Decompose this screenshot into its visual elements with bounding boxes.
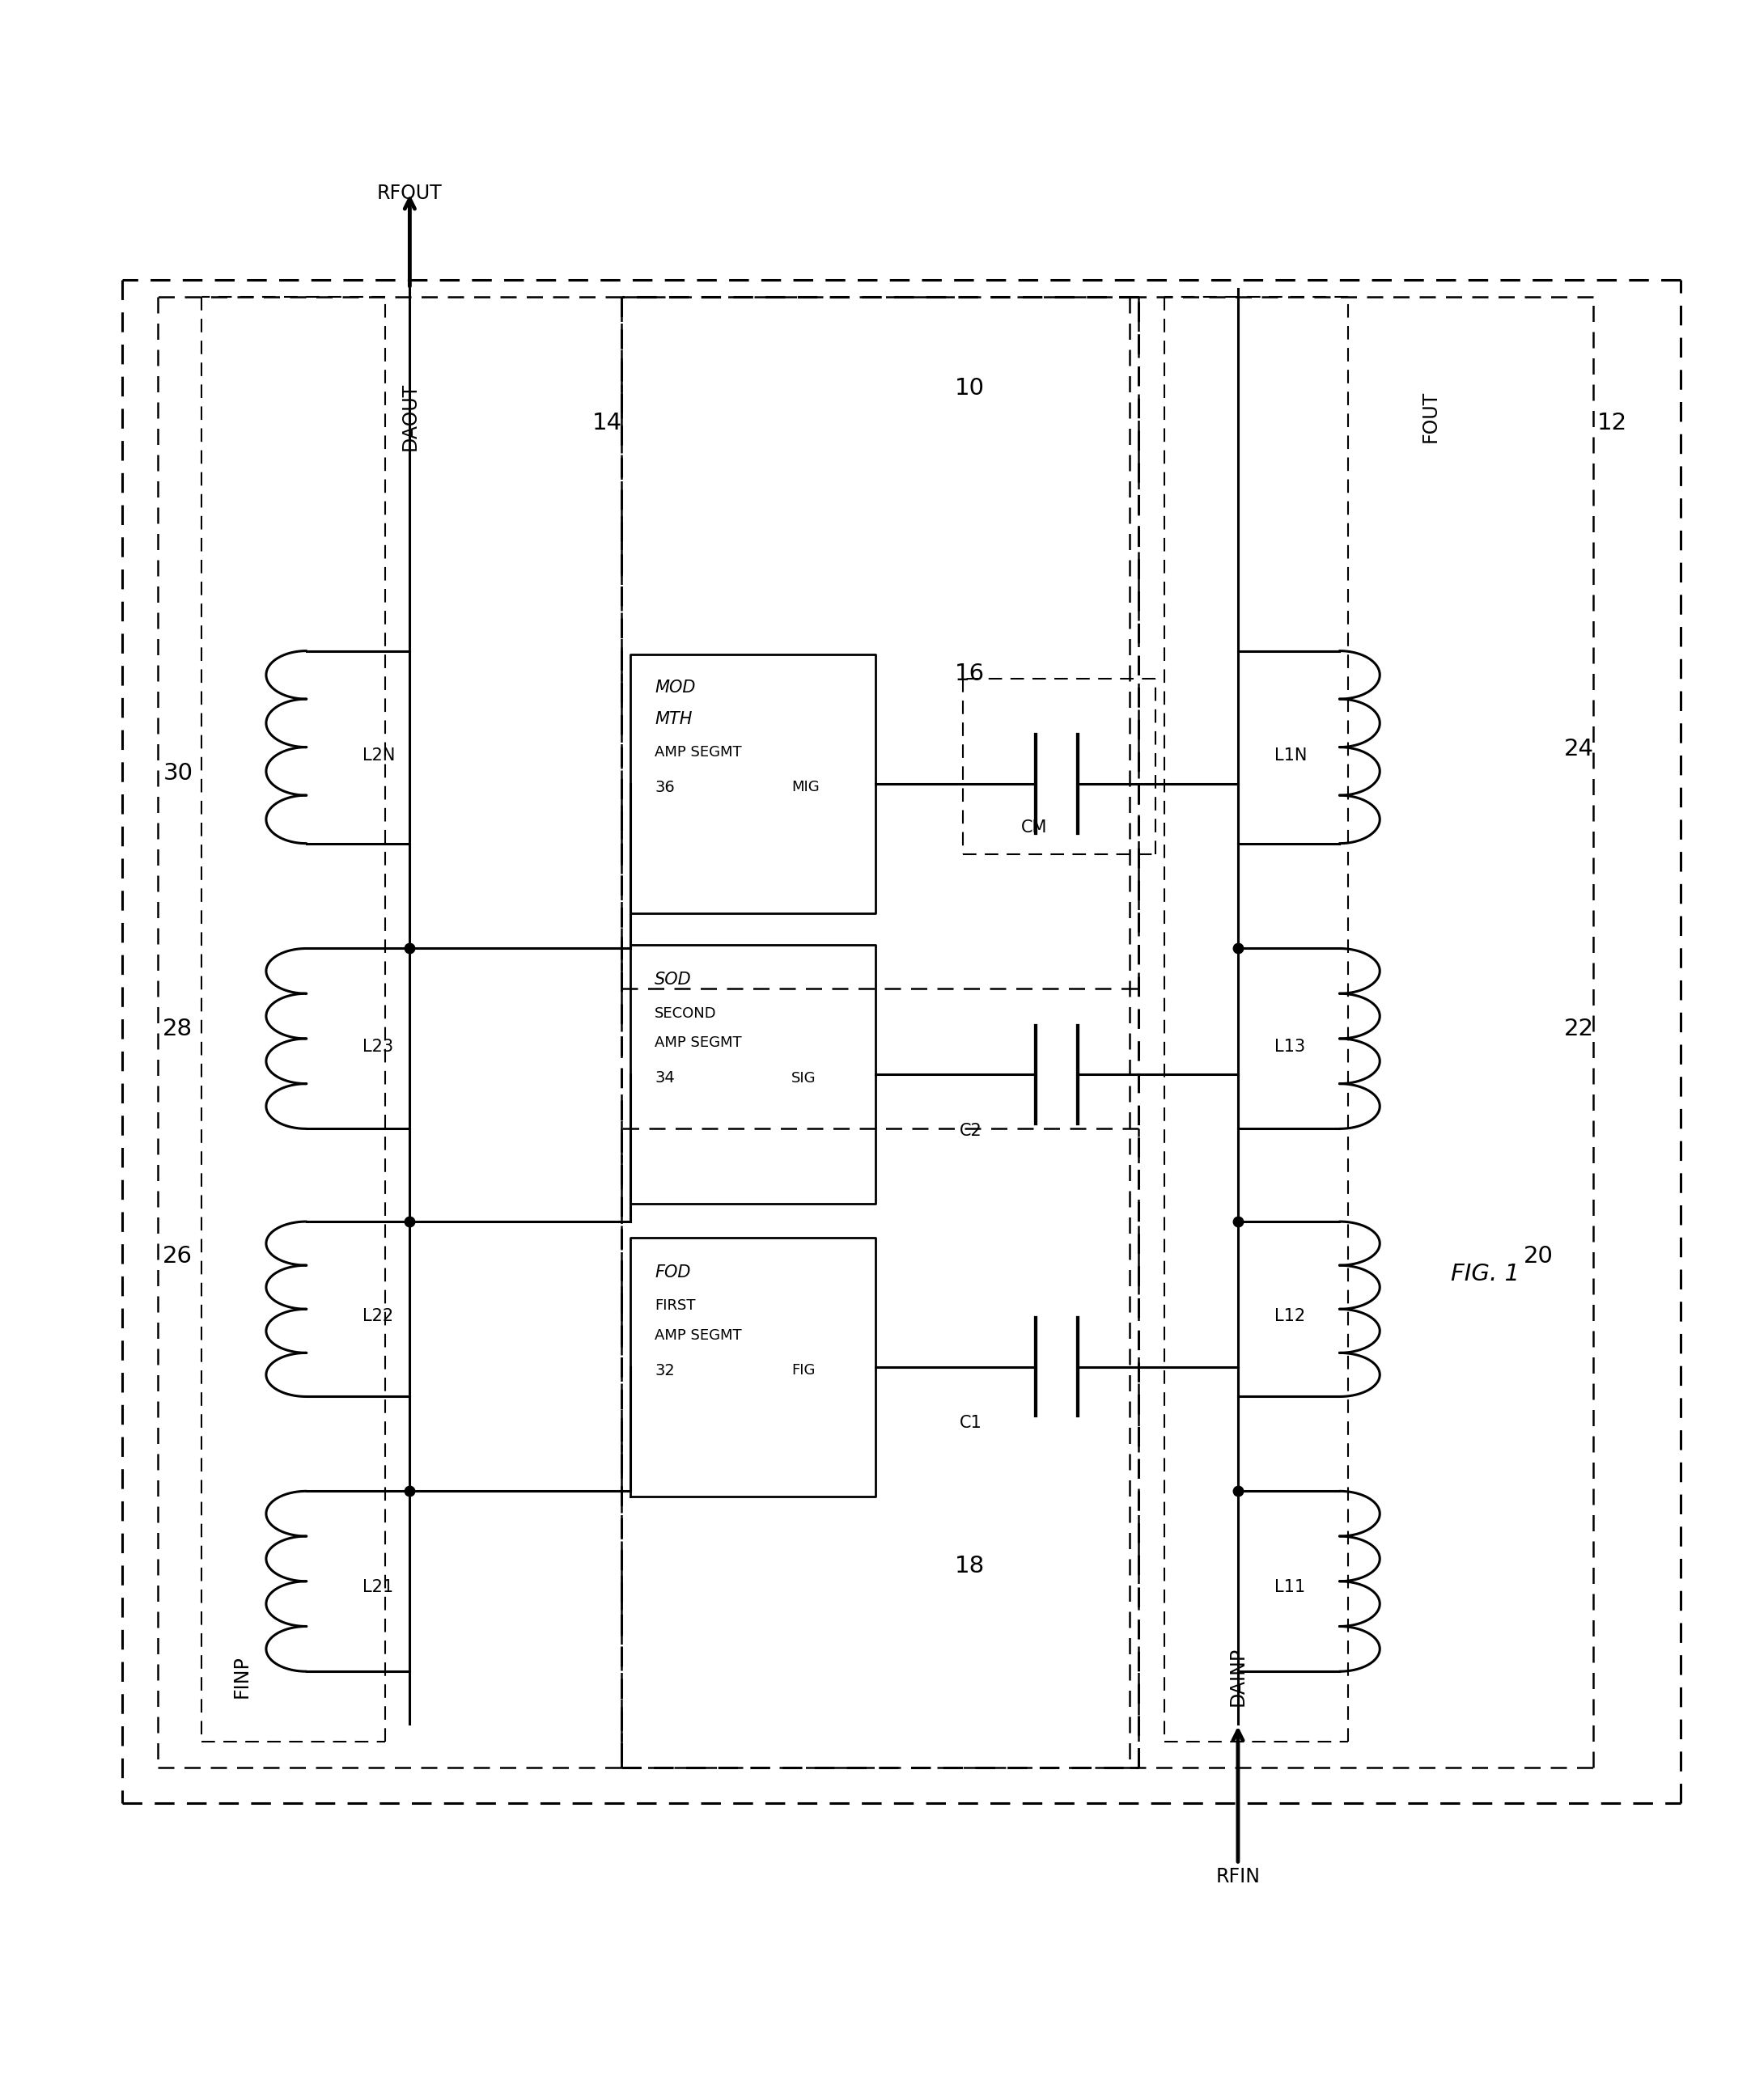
Text: L12: L12 (1275, 1308, 1306, 1325)
Text: C1: C1 (960, 1415, 982, 1430)
Text: L23: L23 (362, 1037, 394, 1054)
Text: 10: 10 (954, 378, 984, 399)
Text: 36: 36 (655, 779, 674, 796)
Text: SOD: SOD (655, 972, 692, 989)
Text: SECOND: SECOND (655, 1006, 716, 1021)
Text: 16: 16 (954, 662, 984, 685)
Text: FINP: FINP (231, 1655, 252, 1699)
Text: 18: 18 (954, 1556, 984, 1577)
Text: L21: L21 (362, 1579, 394, 1596)
Text: 32: 32 (655, 1363, 674, 1378)
Text: L11: L11 (1275, 1579, 1306, 1596)
Text: MIG: MIG (791, 779, 819, 794)
Text: 28: 28 (163, 1018, 193, 1040)
Text: DAINP: DAINP (1227, 1646, 1248, 1707)
Text: 12: 12 (1597, 412, 1627, 435)
Text: MTH: MTH (655, 712, 692, 727)
Text: FOUT: FOUT (1420, 391, 1441, 443)
Text: AMP SEGMT: AMP SEGMT (655, 1035, 742, 1050)
Text: 14: 14 (592, 412, 622, 435)
Text: MOD: MOD (655, 680, 695, 695)
Text: L1N: L1N (1275, 748, 1308, 764)
Text: AMP SEGMT: AMP SEGMT (655, 746, 742, 760)
Text: DAOUT: DAOUT (399, 382, 420, 449)
Text: RFOUT: RFOUT (376, 183, 443, 204)
Text: 22: 22 (1564, 1018, 1593, 1040)
Text: FIG. 1: FIG. 1 (1450, 1262, 1520, 1285)
Text: FOD: FOD (655, 1264, 692, 1281)
Text: FIG: FIG (791, 1363, 816, 1378)
Text: 24: 24 (1564, 737, 1593, 760)
Text: 26: 26 (163, 1245, 193, 1268)
Text: L13: L13 (1275, 1037, 1306, 1054)
Text: C2: C2 (960, 1121, 982, 1138)
Text: L2N: L2N (362, 748, 396, 764)
Text: L22: L22 (362, 1308, 394, 1325)
Text: 20: 20 (1523, 1245, 1553, 1268)
Text: CM: CM (1021, 819, 1047, 836)
Text: RFIN: RFIN (1215, 1867, 1261, 1886)
Text: 34: 34 (655, 1071, 674, 1086)
Text: 30: 30 (163, 762, 193, 785)
Text: AMP SEGMT: AMP SEGMT (655, 1327, 742, 1342)
Text: FIRST: FIRST (655, 1298, 695, 1312)
Text: SIG: SIG (791, 1071, 816, 1086)
